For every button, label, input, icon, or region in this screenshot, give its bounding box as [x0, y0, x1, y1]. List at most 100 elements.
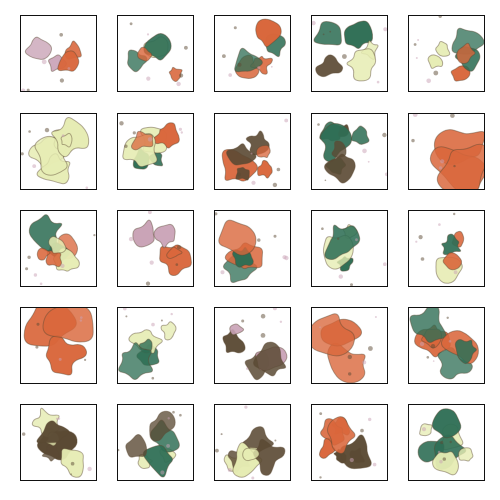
tile-image: [411, 114, 484, 189]
grid-tile-8: [214, 113, 291, 190]
speckle: [145, 281, 151, 286]
speckle: [236, 172, 241, 177]
speckle: [270, 65, 273, 68]
tile-image: [321, 224, 387, 286]
grid-tile-24: [311, 404, 388, 481]
speckle: [178, 127, 182, 131]
speckle: [26, 88, 30, 91]
tile-image: [312, 20, 387, 84]
speckle: [227, 468, 232, 472]
speckle: [179, 413, 182, 417]
tile-image: [118, 308, 177, 380]
speckle: [118, 448, 120, 452]
blob-shape: [235, 167, 250, 181]
speckle: [312, 20, 316, 26]
blob-shape: [160, 321, 177, 341]
speckle: [453, 270, 458, 275]
tile-image: [128, 211, 192, 286]
speckle: [251, 476, 255, 480]
speckle: [146, 76, 151, 81]
blob-shape: [331, 140, 347, 159]
blob-shape: [343, 20, 374, 49]
grid-tile-18: [214, 307, 291, 384]
speckle: [79, 319, 83, 322]
speckle: [319, 476, 322, 479]
tile-image: [413, 16, 484, 84]
speckle: [350, 283, 353, 286]
speckle: [35, 345, 39, 349]
blob-shape: [435, 40, 451, 57]
blob-shape: [313, 20, 342, 46]
blob-shape: [166, 246, 183, 260]
grid-tile-17: [117, 307, 194, 384]
speckle: [41, 59, 47, 65]
speckle: [172, 410, 175, 414]
speckle: [146, 33, 150, 36]
speckle: [437, 450, 441, 454]
speckle: [276, 167, 281, 172]
grid-tile-23: [214, 404, 291, 481]
speckle: [415, 240, 418, 243]
blob-shape: [454, 339, 477, 365]
speckle: [39, 282, 43, 286]
blob-shape: [257, 159, 273, 179]
speckle: [36, 322, 40, 326]
blob-shape: [253, 438, 286, 476]
speckle: [372, 462, 377, 467]
speckle: [438, 166, 443, 170]
speckle: [59, 33, 63, 37]
blob-shape: [45, 335, 88, 376]
speckle: [279, 320, 283, 323]
speckle: [237, 62, 242, 67]
speckle: [438, 223, 441, 226]
blob-shape: [457, 447, 474, 462]
speckle: [222, 54, 226, 58]
speckle: [319, 412, 323, 415]
blob-shape: [125, 434, 148, 458]
tile-image: [118, 410, 182, 478]
speckle: [419, 341, 425, 347]
speckle: [319, 326, 321, 329]
speckle: [147, 137, 153, 142]
blob-shape: [153, 223, 176, 249]
speckle: [446, 316, 449, 319]
speckle: [453, 164, 456, 168]
speckle: [413, 43, 417, 46]
tile-image: [409, 308, 479, 380]
tile-image: [215, 405, 286, 480]
speckle: [80, 316, 83, 319]
tile-image: [222, 308, 288, 381]
blob-shape: [339, 434, 372, 470]
speckle: [28, 130, 31, 133]
blob-shape: [346, 48, 377, 82]
blob-shape: [312, 313, 356, 357]
speckle: [61, 134, 65, 138]
blob-shape: [436, 143, 484, 189]
grid-tile-9: [311, 113, 388, 190]
blob-shape: [24, 36, 53, 60]
speckle: [448, 340, 452, 343]
blob-shape: [118, 342, 154, 380]
speckle: [362, 360, 367, 365]
speckle: [93, 234, 96, 237]
speckle: [228, 73, 232, 77]
grid-tile-1: [20, 15, 97, 92]
grid-tile-12: [117, 210, 194, 287]
speckle: [360, 428, 364, 433]
speckle: [55, 417, 59, 420]
speckle: [348, 372, 352, 376]
blob-shape: [57, 50, 80, 72]
speckle: [272, 308, 277, 311]
speckle: [450, 114, 455, 118]
blob-shape: [142, 444, 174, 478]
speckle: [233, 26, 237, 30]
speckle: [128, 236, 134, 242]
blob-shape: [450, 65, 471, 82]
grid-tile-21: [20, 404, 97, 481]
speckle: [440, 440, 444, 445]
speckle: [329, 30, 332, 33]
speckle: [151, 322, 155, 327]
blob-shape: [441, 233, 462, 256]
grid-tile-15: [408, 210, 485, 287]
grid-tile-14: [311, 210, 388, 287]
